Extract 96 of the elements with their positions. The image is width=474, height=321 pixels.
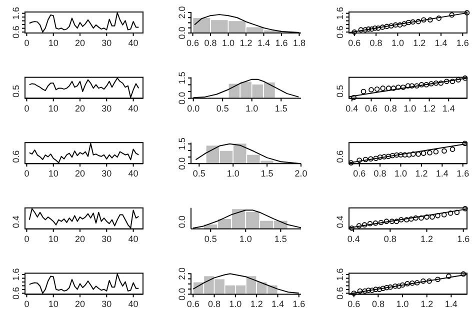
x-tick-label: 1.8 (292, 38, 306, 48)
x-tick-label: 40 (128, 168, 138, 179)
x-tick-label: 1.6 (456, 168, 470, 179)
x-tick-label: 0 (24, 168, 30, 179)
y-tick-label: 1.6 (335, 7, 345, 20)
x-tick-label: 30 (102, 234, 112, 244)
x-tick-label: 0.5 (192, 168, 206, 179)
x-tick-label: 1.4 (442, 103, 455, 114)
y-tick-label: 0.6 (11, 26, 21, 38)
x-tick-label: 0.4 (346, 103, 358, 114)
x-tick-label: 1.0 (239, 234, 252, 244)
y-tick-label: 1.6 (11, 7, 21, 20)
x-tick-label: 20 (74, 234, 86, 244)
x-tick-label: 0.0 (187, 103, 200, 114)
x-tick-label: 1.0 (229, 299, 242, 310)
y-tick-label: 0.0 (177, 288, 187, 300)
x-tick-label: 0.4 (347, 234, 360, 244)
x-tick-label: 0.8 (204, 38, 217, 48)
x-tick-label: 0 (24, 234, 30, 244)
x-tick-label: 0.6 (348, 38, 361, 48)
x-tick-label: 1.0 (246, 103, 258, 114)
text: 0.4 (11, 216, 21, 228)
x-tick-label: 0.6 (348, 299, 360, 310)
x-tick-label: 0.8 (374, 168, 386, 179)
x-tick-label: 30 (102, 103, 112, 114)
y-tick-label: 1.5 (177, 138, 187, 150)
x-tick-label: 10 (48, 168, 58, 179)
x-tick-label: 20 (74, 299, 86, 310)
x-tick-label: 1.2 (423, 103, 436, 114)
x-tick-label: 1.2 (250, 299, 263, 310)
x-tick-label: 1.6 (292, 299, 306, 310)
x-tick-label: 0.6 (353, 168, 366, 179)
text: 0.5 (335, 85, 345, 98)
x-tick-label: 0.8 (208, 299, 221, 310)
x-tick-label: 10 (48, 103, 58, 114)
x-tick-label: 1.4 (444, 299, 458, 310)
x-tick-label: 10 (48, 234, 58, 244)
text: 0.4 (335, 216, 345, 228)
x-tick-label: 40 (128, 234, 138, 244)
x-tick-label: 0.6 (364, 103, 378, 114)
x-tick-label: 1.5 (274, 234, 287, 244)
y-tick-label: 1.6 (335, 268, 345, 281)
x-tick-label: 0.8 (370, 38, 382, 48)
x-tick-label: 40 (128, 299, 138, 310)
x-tick-label: 1.4 (434, 38, 448, 48)
x-tick-label: 0.5 (204, 234, 217, 244)
x-tick-label: 1.6 (456, 38, 469, 48)
text: 0.5 (11, 85, 21, 98)
x-tick-label: 20 (74, 38, 86, 48)
x-tick-label: 0.5 (216, 103, 229, 114)
x-tick-label: 30 (102, 168, 112, 179)
x-tick-label: 1.0 (391, 38, 404, 48)
y-tick-label: 0.6 (335, 287, 345, 300)
x-tick-label: 40 (128, 103, 138, 114)
y-tick-label: 0.6 (11, 287, 21, 300)
x-tick-label: 30 (102, 299, 112, 310)
x-tick-label: 40 (128, 38, 138, 48)
x-tick-label: 1.4 (257, 38, 270, 48)
x-tick-label: 1.0 (222, 38, 235, 48)
x-tick-label: 10 (48, 299, 58, 310)
x-tick-label: 1.6 (275, 38, 288, 48)
x-tick-label: 1.0 (226, 168, 240, 179)
y-tick-label: 2.0 (177, 6, 187, 19)
x-tick-label: 1.4 (271, 299, 284, 310)
x-tick-label: 0.6 (186, 299, 200, 310)
x-tick-label: 1.2 (413, 38, 426, 48)
y-tick-label: 1.5 (177, 72, 187, 84)
y-tick-label: 0.0 (177, 26, 187, 40)
x-tick-label: 20 (74, 103, 86, 114)
y-tick-label: 2.0 (177, 267, 187, 280)
x-tick-label: 1.6 (457, 234, 470, 244)
x-tick-label: 1.4 (436, 168, 448, 179)
x-tick-label: 0.8 (372, 299, 384, 310)
x-tick-label: 2.0 (294, 168, 308, 179)
x-tick-label: 0.8 (384, 234, 396, 244)
y-tick-label: 0.0 (177, 92, 187, 105)
x-tick-label: 1.2 (420, 299, 434, 310)
x-tick-label: 30 (102, 38, 112, 48)
x-tick-label: 1.5 (260, 168, 274, 179)
x-tick-label: 0 (24, 103, 30, 114)
x-tick-label: 1.2 (240, 38, 252, 48)
y-tick-label: 1.6 (11, 268, 21, 281)
x-tick-label: 0 (24, 38, 30, 48)
x-tick-label: 1.0 (404, 103, 416, 114)
x-tick-label: 0 (24, 299, 30, 310)
x-tick-label: 1.5 (274, 103, 288, 114)
x-tick-label: 0.6 (186, 38, 200, 48)
x-tick-label: 1.0 (396, 299, 409, 310)
x-tick-label: 1.2 (420, 234, 434, 244)
x-tick-label: 10 (48, 38, 58, 48)
x-tick-label: 1.0 (394, 168, 408, 179)
x-tick-label: 0.8 (384, 103, 397, 114)
y-tick-label: 0.0 (177, 157, 187, 170)
x-tick-label: 1.2 (415, 168, 428, 179)
y-tick-label: 0.6 (335, 26, 345, 38)
x-tick-label: 20 (74, 168, 86, 179)
